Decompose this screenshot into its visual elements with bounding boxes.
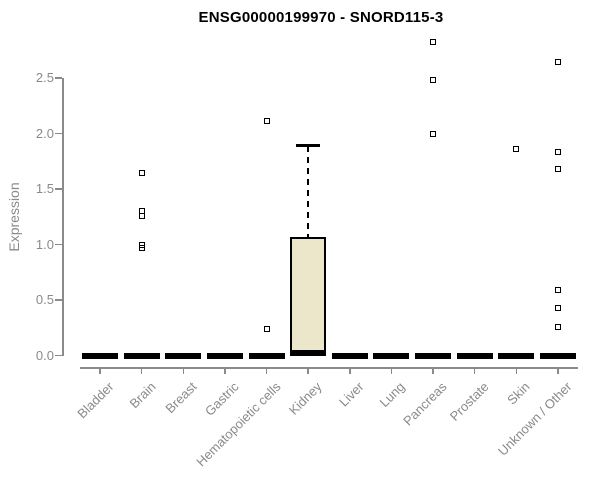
x-tick-label: Pancreas: [400, 379, 450, 429]
x-tick-mark: [140, 368, 143, 374]
x-tick-label: Unknown / Other: [495, 379, 575, 459]
x-tick-label: Breast: [162, 379, 200, 417]
y-axis-line: [62, 78, 64, 356]
y-tick-label: 2.5: [35, 70, 54, 85]
y-tick-label: 1.5: [35, 181, 54, 196]
x-tick-mark: [224, 368, 226, 374]
collapsed-box-bar: [248, 352, 285, 359]
collapsed-box-bar: [456, 352, 493, 359]
outlier-point: [138, 244, 145, 251]
outlier-point: [138, 208, 145, 215]
x-tick-mark: [432, 368, 434, 374]
y-tick-mark: [55, 77, 62, 79]
collapsed-box-bar: [165, 352, 202, 359]
outlier-point: [263, 118, 270, 125]
outlier-point: [138, 170, 145, 177]
whisker-line: [307, 145, 310, 237]
y-tick-label: 0.5: [35, 292, 54, 307]
collapsed-box-bar: [123, 352, 160, 359]
x-tick-mark: [515, 368, 518, 374]
median-line: [290, 350, 327, 357]
outlier-point: [555, 149, 561, 156]
y-tick-mark: [55, 243, 62, 246]
x-tick-label: Lung: [377, 379, 409, 411]
chart-title: ENSG00000199970 - SNORD115-3: [198, 9, 444, 26]
x-tick-mark: [99, 368, 101, 374]
x-tick-label: Brain: [126, 379, 159, 412]
outlier-point: [513, 146, 520, 153]
outlier-point: [555, 59, 561, 66]
collapsed-box-bar: [373, 352, 410, 359]
whisker-cap: [296, 144, 321, 148]
collapsed-box-bar: [540, 352, 576, 359]
x-tick-mark: [349, 368, 351, 374]
x-tick-label: Prostate: [446, 379, 492, 424]
y-tick-mark: [55, 299, 62, 301]
outlier-point: [555, 287, 561, 293]
x-axis-line: [80, 367, 578, 369]
outlier-point: [430, 77, 437, 84]
y-tick-mark: [55, 354, 62, 357]
box-rect: [290, 236, 327, 356]
outlier-point: [430, 39, 437, 46]
y-tick-label: 1.0: [35, 236, 54, 252]
outlier-point: [263, 325, 270, 332]
x-tick-mark: [265, 368, 268, 374]
x-tick-mark: [557, 368, 559, 374]
outlier-point: [138, 212, 145, 219]
collapsed-box-bar: [331, 352, 368, 359]
outlier-point: [555, 323, 561, 330]
outlier-point: [430, 130, 437, 137]
x-tick-label: Liver: [335, 379, 367, 410]
x-tick-label: Gastric: [201, 379, 242, 419]
outlier-point: [138, 241, 145, 248]
outlier-point: [555, 166, 561, 173]
collapsed-box-bar: [498, 352, 535, 359]
collapsed-box-bar: [415, 352, 452, 359]
x-tick-label: Bladder: [74, 379, 117, 422]
y-tick-label: 0.0: [35, 347, 54, 363]
collapsed-box-bar: [82, 352, 118, 359]
x-tick-label: Skin: [504, 379, 533, 408]
y-tick-label: 2.0: [35, 125, 54, 141]
outlier-point: [555, 304, 561, 311]
x-tick-mark: [182, 368, 185, 374]
y-tick-mark: [55, 188, 62, 190]
x-tick-mark: [307, 368, 309, 374]
x-tick-label: Kidney: [286, 379, 325, 418]
y-tick-mark: [55, 132, 62, 135]
collapsed-box-bar: [206, 352, 243, 359]
x-tick-mark: [473, 368, 476, 374]
x-tick-mark: [390, 368, 393, 374]
